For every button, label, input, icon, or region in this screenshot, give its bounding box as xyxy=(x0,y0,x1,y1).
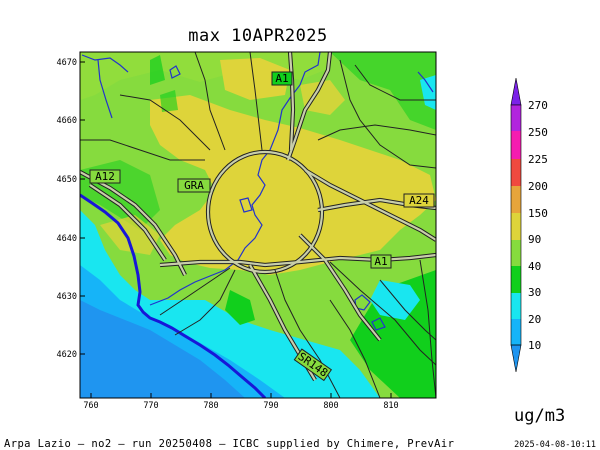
colorbar: 270 250 225 200 150 90 40 30 20 10 xyxy=(510,77,548,373)
x-axis: 760 770 780 790 800 810 xyxy=(83,393,399,411)
colorbar-band xyxy=(511,131,521,159)
colorbar-label: 40 xyxy=(528,260,541,273)
unit-label: ug/m3 xyxy=(514,406,566,426)
y-tick-label: 4650 xyxy=(57,175,77,185)
y-tick-label: 4660 xyxy=(57,116,77,126)
colorbar-band xyxy=(511,319,521,345)
colorbar-label: 150 xyxy=(528,207,548,220)
y-tick-label: 4640 xyxy=(57,234,77,244)
road-label-gra: GRA xyxy=(184,179,204,192)
road-label-a24: A24 xyxy=(409,194,429,207)
road-network xyxy=(80,52,436,398)
map-frame xyxy=(79,51,437,399)
colorbar-band xyxy=(511,293,521,319)
colorbar-label: 225 xyxy=(528,153,548,166)
colorbar-label: 200 xyxy=(528,180,548,193)
coastline xyxy=(80,193,267,398)
x-tick-label: 810 xyxy=(383,401,398,411)
map-title: max 10APR2025 xyxy=(188,26,328,46)
colorbar-label: 270 xyxy=(528,99,548,112)
x-tick-label: 800 xyxy=(323,401,338,411)
x-tick-label: 760 xyxy=(83,401,98,411)
y-tick-label: 4670 xyxy=(57,58,77,68)
colorbar-label: 90 xyxy=(528,233,541,246)
colorbar-label: 10 xyxy=(528,339,541,352)
footer-credits: Arpa Lazio – no2 – run 20250408 – ICBC s… xyxy=(4,438,455,450)
colorbar-top-arrow xyxy=(510,77,522,106)
colorbar-label: 30 xyxy=(528,286,541,299)
road-label-a12: A12 xyxy=(95,170,115,183)
colorbar-label: 20 xyxy=(528,313,541,326)
colorbar-band xyxy=(511,159,521,186)
y-tick-label: 4620 xyxy=(57,350,77,360)
x-tick-label: 790 xyxy=(263,401,278,411)
colorbar-band xyxy=(511,105,521,131)
colorbar-band xyxy=(511,186,521,213)
y-axis: 4670 4660 4650 4640 4630 4620 xyxy=(57,58,85,360)
colorbar-band xyxy=(511,213,521,240)
x-tick-label: 780 xyxy=(203,401,218,411)
colorbar-band xyxy=(511,266,521,293)
sea-dark xyxy=(80,300,245,398)
colorbar-band xyxy=(511,240,521,266)
y-tick-label: 4630 xyxy=(57,292,77,302)
colorbar-bottom-arrow xyxy=(510,344,522,373)
x-tick-label: 770 xyxy=(143,401,158,411)
footer-timestamp: 2025-04-08-10:11 xyxy=(514,440,596,450)
road-label-a1-south: A1 xyxy=(374,255,387,268)
colorbar-label: 250 xyxy=(528,126,548,139)
road-label-a1-north: A1 xyxy=(275,72,288,85)
map-field: A1 A12 GRA A24 A1 SR148 xyxy=(80,52,436,398)
